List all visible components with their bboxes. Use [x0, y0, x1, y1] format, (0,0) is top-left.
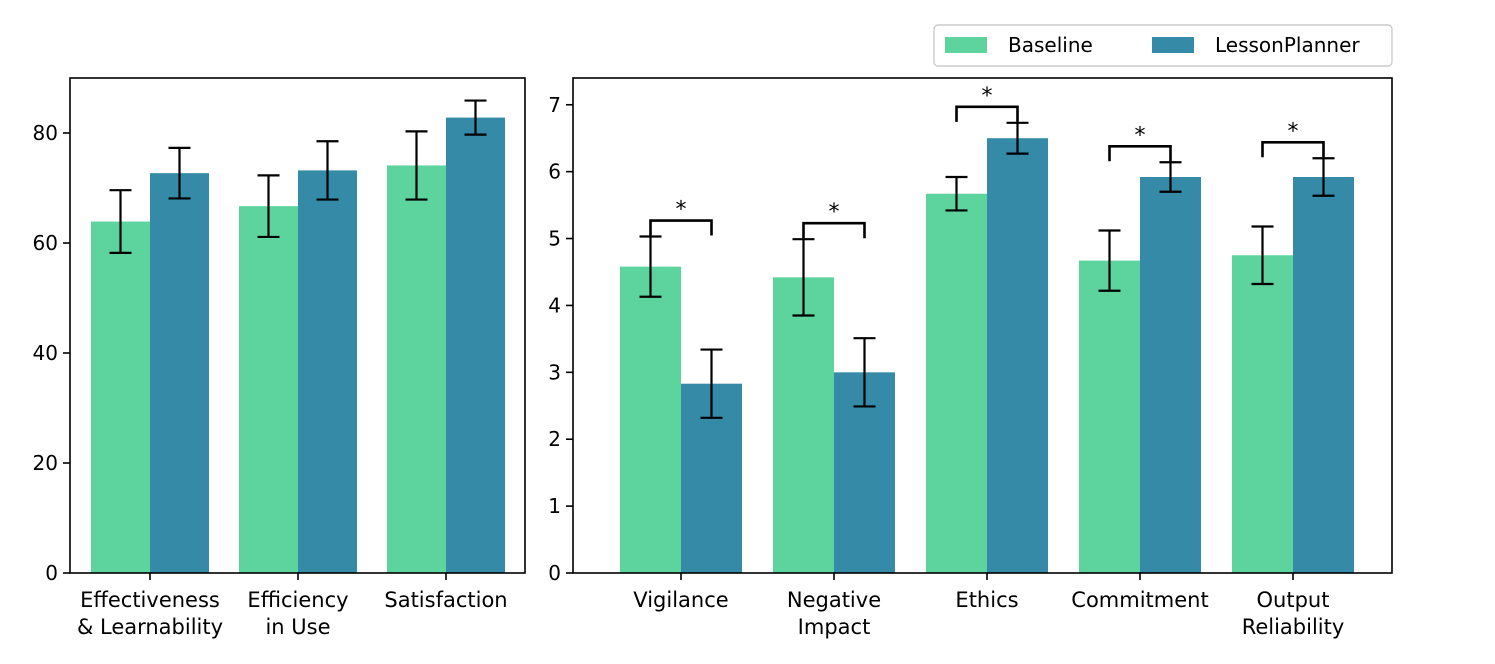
- perception-errorbar-baseline-2: [945, 175, 968, 212]
- perception-bar-lessonplanner-2: [987, 138, 1048, 573]
- category-label-line: Efficiency: [247, 588, 348, 612]
- significance-bracket: [1261, 140, 1325, 158]
- usability-bar-baseline-1: [239, 206, 298, 573]
- perception-errorbar-lessonplanner-3: [1159, 161, 1182, 193]
- perception-ytick-label-2: 2: [548, 427, 561, 451]
- usability-ytick-label-3: 60: [33, 231, 58, 255]
- perception-ytick-label-5: 5: [548, 227, 561, 251]
- category-label-line: Output: [1257, 588, 1330, 612]
- perception-ytick-label-4: 4: [548, 293, 561, 317]
- legend-swatch-baseline: [945, 37, 987, 53]
- usability-errorbar-lessonplanner-2: [464, 99, 487, 136]
- perception-bar-baseline-3: [1079, 260, 1140, 573]
- perception-bar-baseline-2: [926, 193, 987, 574]
- perception-bar-baseline-1: [773, 277, 834, 573]
- usability-ytick-label-0: 0: [45, 561, 58, 585]
- usability-ytick-label-1: 20: [33, 451, 58, 475]
- significance-bracket: [802, 221, 866, 239]
- category-label-line: Ethics: [955, 588, 1018, 612]
- legend-swatch-lessonplanner: [1152, 37, 1194, 53]
- perception-errorbar-lessonplanner-2: [1006, 121, 1029, 155]
- perception-bar-baseline-4: [1232, 255, 1293, 573]
- significance-bracket: [955, 105, 1019, 122]
- perception-bar-lessonplanner-4: [1293, 177, 1354, 573]
- perception-category-label-2: Ethics: [955, 588, 1018, 612]
- perception-bar-lessonplanner-3: [1140, 177, 1201, 573]
- perception-category-label-3: Commitment: [1071, 588, 1208, 612]
- usability-ytick-label-2: 40: [33, 341, 58, 365]
- significance-star: *: [1288, 119, 1299, 144]
- perception-errorbar-lessonplanner-0: [700, 348, 723, 419]
- perception-errorbar-lessonplanner-4: [1312, 157, 1335, 197]
- usability-bar-baseline-0: [91, 221, 150, 574]
- category-label-line: Effectiveness: [80, 588, 220, 612]
- legend-label-baseline: Baseline: [1008, 33, 1093, 57]
- category-label-line: Commitment: [1071, 588, 1208, 612]
- perception-errorbar-lessonplanner-1: [853, 337, 876, 408]
- perception-ytick-label-3: 3: [548, 360, 561, 384]
- significance-star: *: [982, 84, 993, 109]
- perception-significance-0: *: [649, 198, 713, 236]
- perception-errorbar-baseline-4: [1251, 225, 1274, 286]
- usability-ytick-label-4: 80: [33, 121, 58, 145]
- perception-category-label-4: Output Reliability: [1242, 588, 1345, 639]
- usability-category-label-1: Efficiency in Use: [247, 588, 348, 639]
- perception-errorbar-baseline-1: [792, 238, 815, 317]
- perception-category-label-0: Vigilance: [633, 588, 728, 612]
- significance-bracket: [1108, 144, 1172, 162]
- perception-ytick-label-7: 7: [548, 93, 561, 117]
- usability-bar-lessonplanner-1: [298, 170, 357, 573]
- perception-significance-1: *: [802, 200, 866, 239]
- perception-chart: * * * * * 0 1 2 3 4 5 6 7 Vigilance Negative Impact Ethi…: [548, 77, 1393, 639]
- usability-errorbar-lessonplanner-0: [168, 146, 191, 200]
- category-label-line: Impact: [798, 615, 871, 639]
- usability-chart: 0 20 40 60 80 Effectiveness & Learnability Effi…: [33, 77, 526, 639]
- perception-errorbar-baseline-3: [1098, 229, 1121, 292]
- usability-errorbar-baseline-0: [109, 189, 132, 254]
- perception-significance-4: *: [1261, 119, 1325, 158]
- usability-errorbar-baseline-1: [257, 174, 280, 239]
- legend-label-lessonplanner: LessonPlanner: [1215, 33, 1360, 57]
- usability-bar-lessonplanner-0: [150, 173, 209, 573]
- significance-star: *: [829, 200, 840, 225]
- usability-category-label-2: Satisfaction: [384, 588, 507, 612]
- perception-errorbar-baseline-0: [639, 235, 662, 298]
- perception-bar-baseline-0: [620, 266, 681, 573]
- perception-category-label-1: Negative Impact: [787, 588, 881, 639]
- perception-axes-frame: [572, 77, 1393, 574]
- legend: Baseline LessonPlanner: [933, 24, 1393, 67]
- category-label-line: Vigilance: [633, 588, 728, 612]
- category-label-line: & Learnability: [77, 615, 223, 639]
- usability-category-label-0: Effectiveness & Learnability: [77, 588, 223, 639]
- significance-bracket: [649, 219, 713, 236]
- category-label-line: in Use: [265, 615, 330, 639]
- category-label-line: Negative: [787, 588, 881, 612]
- category-label-line: Satisfaction: [384, 588, 507, 612]
- perception-ytick-label-0: 0: [548, 561, 561, 585]
- usability-errorbar-lessonplanner-1: [316, 140, 339, 201]
- category-label-line: Reliability: [1242, 615, 1345, 639]
- significance-star: *: [1135, 123, 1146, 148]
- significance-star: *: [676, 198, 687, 223]
- perception-significance-3: *: [1108, 123, 1172, 162]
- perception-significance-2: *: [955, 84, 1019, 122]
- perception-ytick-label-1: 1: [548, 494, 561, 518]
- usability-bar-lessonplanner-2: [446, 117, 505, 573]
- perception-ytick-label-6: 6: [548, 160, 561, 184]
- usability-errorbar-baseline-2: [405, 130, 428, 201]
- usability-bar-baseline-2: [387, 165, 446, 573]
